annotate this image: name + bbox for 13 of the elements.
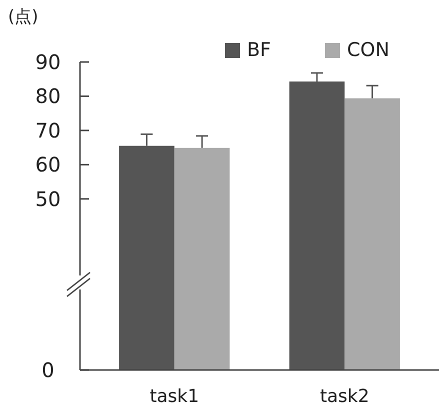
- y-tick-label: 90: [35, 50, 61, 74]
- y-tick-label: 80: [35, 84, 61, 108]
- bar: [174, 148, 230, 370]
- y-tick-label: 0: [42, 358, 54, 382]
- y-tick-label: 60: [35, 152, 61, 177]
- y-axis-title: (点): [8, 7, 38, 27]
- bar: [344, 98, 400, 370]
- legend-label: BF: [247, 39, 271, 61]
- y-tick-label: 50: [35, 186, 61, 211]
- y-tick-label: 70: [35, 118, 61, 142]
- legend-label: CON: [347, 39, 390, 61]
- x-tick-label: task1: [150, 386, 200, 407]
- x-tick-label: task2: [320, 386, 370, 407]
